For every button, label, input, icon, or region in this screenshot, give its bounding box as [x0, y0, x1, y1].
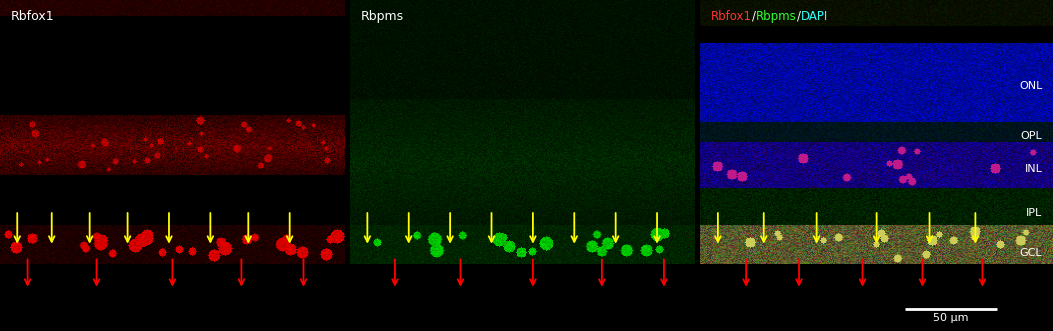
Text: GCL: GCL	[1019, 248, 1042, 258]
Text: OPL: OPL	[1020, 131, 1042, 141]
Text: Rbpms: Rbpms	[756, 10, 796, 23]
Text: INL: INL	[1025, 164, 1042, 174]
Text: Rbfox1: Rbfox1	[711, 10, 752, 23]
Text: /: /	[752, 10, 756, 23]
Text: 50 μm: 50 μm	[933, 313, 969, 323]
Text: DAPI: DAPI	[800, 10, 828, 23]
Text: Rbfox1: Rbfox1	[11, 10, 54, 23]
Text: /: /	[796, 10, 800, 23]
Text: Rbpms: Rbpms	[360, 10, 403, 23]
Text: IPL: IPL	[1027, 209, 1042, 218]
Text: ONL: ONL	[1019, 81, 1042, 91]
